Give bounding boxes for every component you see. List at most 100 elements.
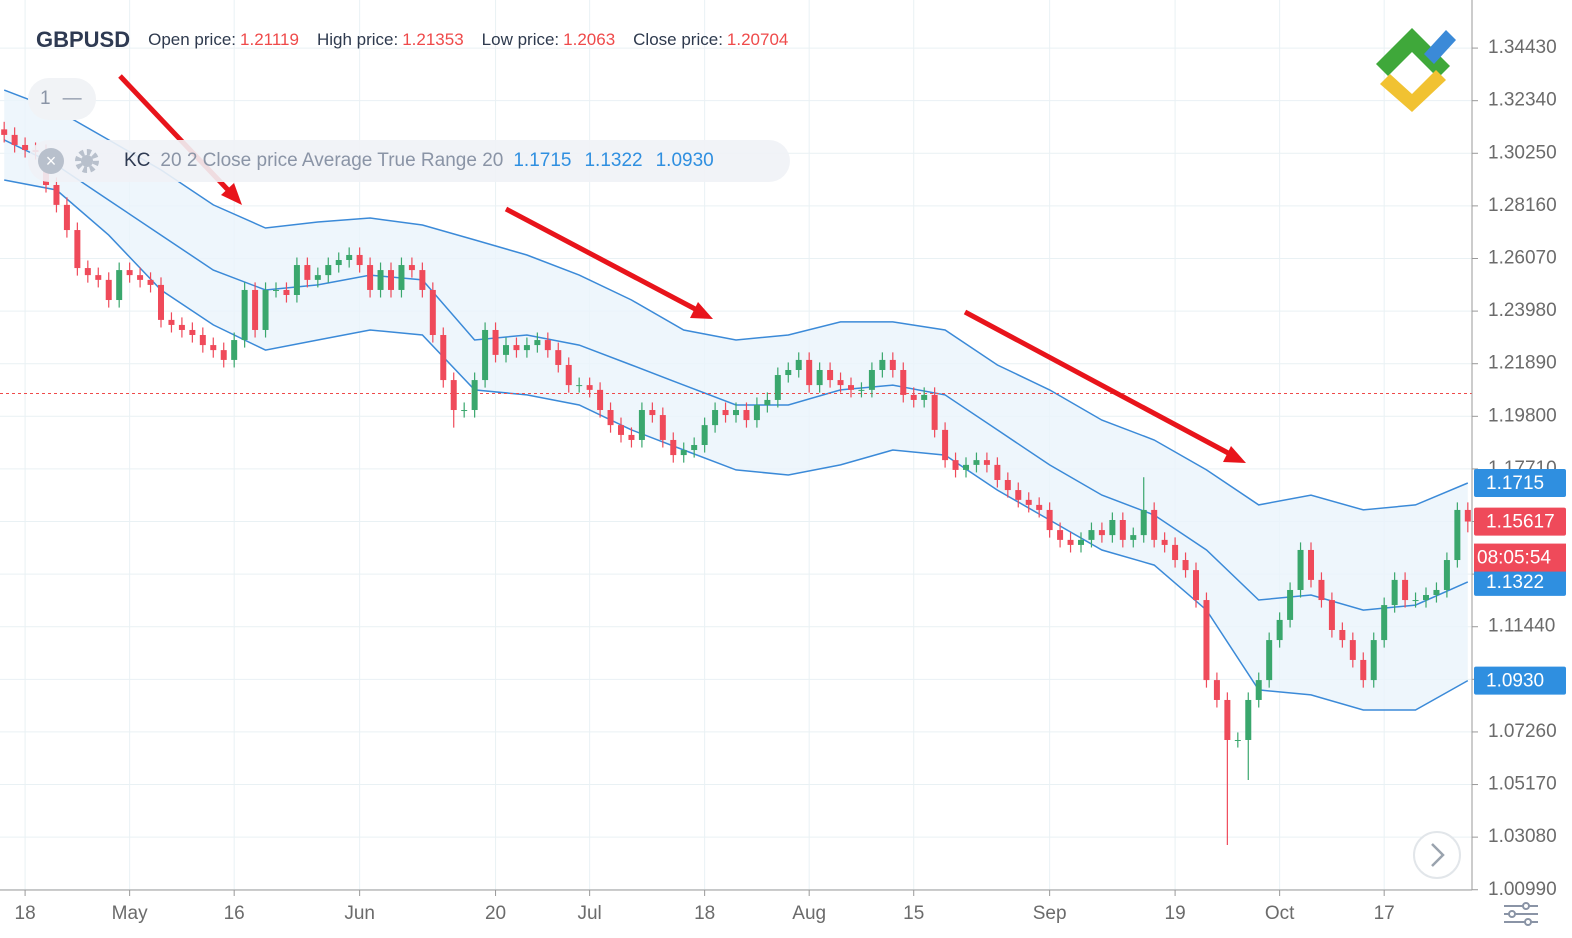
candle-body xyxy=(837,380,844,386)
candle-body xyxy=(544,340,551,351)
candle-body xyxy=(429,289,436,336)
candle-body xyxy=(670,439,677,456)
candle-body xyxy=(889,359,896,370)
close-value: 1.20704 xyxy=(726,30,789,49)
candle-body xyxy=(764,399,771,405)
price-label-bg xyxy=(1474,666,1566,695)
candle-body xyxy=(1443,560,1450,590)
candle-body xyxy=(503,345,509,355)
candle-body xyxy=(1025,499,1032,505)
symbol: GBPUSD xyxy=(36,27,131,52)
logo xyxy=(1376,28,1456,112)
candle-body xyxy=(1349,640,1356,660)
pane-pill[interactable]: 1— xyxy=(28,78,96,120)
candle-body xyxy=(335,260,342,266)
candle-body xyxy=(910,394,917,400)
candle-body xyxy=(973,460,980,465)
scroll-button[interactable] xyxy=(1413,831,1461,879)
candle-body xyxy=(137,275,144,280)
indicator-settings[interactable] xyxy=(72,146,102,176)
candle-body xyxy=(1381,605,1388,641)
candle-body xyxy=(649,410,656,416)
candle-body xyxy=(534,340,541,346)
candle-body xyxy=(701,425,708,445)
candle-body xyxy=(1287,589,1294,620)
candle-body xyxy=(1412,600,1419,602)
candle-body xyxy=(691,445,698,451)
candle-body xyxy=(963,464,969,470)
candle-body xyxy=(1234,739,1241,741)
low-label: Low price: xyxy=(481,30,560,49)
candle-body xyxy=(22,144,29,151)
candle-body xyxy=(1057,530,1064,540)
indicator-params: 20 2 Close price Average True Range 20 xyxy=(160,150,504,171)
candle-body xyxy=(1078,539,1084,545)
candle-body xyxy=(848,385,854,390)
countdown-bg xyxy=(1474,543,1566,572)
candle-body xyxy=(1370,640,1377,681)
candle-body xyxy=(440,335,447,381)
candle-body xyxy=(53,184,60,205)
indicator-value: 1.1715 xyxy=(513,150,572,171)
candle-body xyxy=(314,275,321,280)
x-tick-label: Aug xyxy=(792,903,826,924)
x-tick-label: 20 xyxy=(485,903,506,924)
candle-body xyxy=(1318,579,1325,601)
candle-body xyxy=(220,350,227,360)
candle-body xyxy=(1161,539,1168,545)
candle-body xyxy=(168,319,175,325)
candle-body xyxy=(471,380,478,411)
candle-body xyxy=(367,265,374,290)
candle-body xyxy=(346,254,353,261)
candle-body xyxy=(1067,539,1074,545)
open-value: 1.21119 xyxy=(240,30,299,49)
candle-body xyxy=(513,345,520,351)
header: GBPUSD Open price: 1.21119 High price: 1.2… xyxy=(36,24,806,56)
candle-body xyxy=(293,265,300,295)
candle-body xyxy=(1308,549,1314,580)
settings-icon[interactable] xyxy=(1504,902,1538,926)
indicator-value: 1.0930 xyxy=(655,150,714,171)
band-line xyxy=(4,179,1469,711)
candle-body xyxy=(1130,535,1137,540)
candle-body xyxy=(1276,619,1283,641)
candle-body xyxy=(586,385,593,390)
candle-body xyxy=(1224,699,1231,740)
candle-body xyxy=(523,345,530,351)
high-label: High price: xyxy=(316,30,399,49)
candle-body xyxy=(900,369,907,395)
candle-body xyxy=(388,270,394,290)
price-label: 1.0930 xyxy=(1486,671,1544,692)
y-tick-label: 1.34430 xyxy=(1488,37,1557,58)
x-tick-label: Jul xyxy=(577,903,601,924)
candle-body xyxy=(628,434,635,440)
candle-body xyxy=(1454,509,1461,561)
candle-body xyxy=(126,270,133,276)
x-tick-label: Sep xyxy=(1033,903,1067,924)
candle-body xyxy=(492,329,499,355)
candle-body xyxy=(1015,490,1022,500)
candle-body xyxy=(1245,699,1252,740)
candle-body xyxy=(199,335,206,346)
indicator-name: KC xyxy=(124,150,151,171)
candle-body xyxy=(733,410,739,416)
x-tick-label: 17 xyxy=(1374,903,1395,924)
open-label: Open price: xyxy=(148,30,237,49)
arrow-head xyxy=(690,302,713,319)
candle-body xyxy=(597,389,604,411)
candle-body xyxy=(743,410,750,421)
candle-body xyxy=(607,410,614,426)
high-value: 1.21353 xyxy=(402,30,464,49)
candle-body xyxy=(408,265,415,271)
remove-indicator[interactable]: × xyxy=(38,148,64,174)
price-label-bg xyxy=(1474,567,1566,596)
candle-body xyxy=(283,289,290,295)
candle-body xyxy=(1402,579,1409,601)
candle-body xyxy=(147,279,154,285)
candle-body xyxy=(158,284,164,320)
candle-body xyxy=(1088,530,1095,540)
candle-body xyxy=(273,289,279,291)
candle-body xyxy=(482,329,489,381)
y-tick-label: 1.00990 xyxy=(1488,879,1557,900)
candle-body xyxy=(1151,509,1158,540)
